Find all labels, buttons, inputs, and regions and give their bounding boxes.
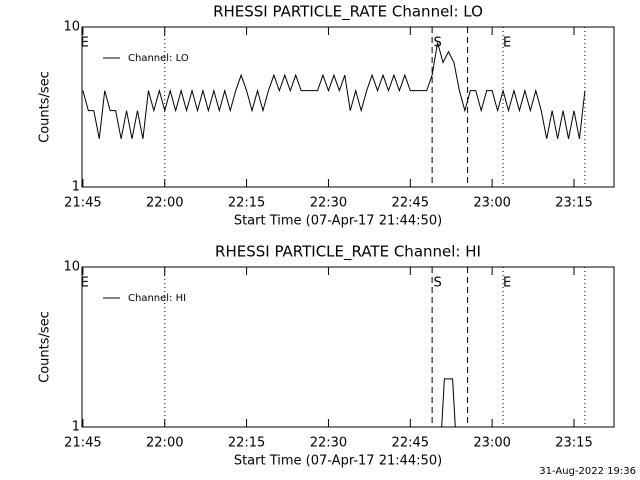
chart-title: RHESSI PARTICLE_RATE Channel: HI bbox=[215, 243, 481, 262]
x-tick-label: 22:45 bbox=[392, 436, 429, 451]
chart-title: RHESSI PARTICLE_RATE Channel: LO bbox=[213, 3, 483, 22]
event-flag: S bbox=[433, 276, 441, 291]
y-axis-label: Counts/sec bbox=[38, 71, 53, 143]
plot-frame bbox=[81, 266, 615, 428]
x-tick-label: 22:00 bbox=[146, 436, 183, 451]
event-flag: E bbox=[81, 36, 89, 51]
x-tick-label: 21:45 bbox=[64, 436, 101, 451]
x-tick-label: 23:00 bbox=[473, 436, 510, 451]
event-flag: E bbox=[81, 276, 89, 291]
y-tick-label: 1 bbox=[72, 180, 80, 195]
data-line bbox=[441, 378, 456, 428]
y-tick-label: 10 bbox=[63, 260, 80, 275]
x-axis-label: Start Time (07-Apr-17 21:44:50) bbox=[234, 214, 442, 229]
x-tick-label: 22:00 bbox=[146, 196, 183, 211]
legend-label: Channel: LO bbox=[128, 53, 189, 64]
x-tick-label: 22:15 bbox=[228, 196, 265, 211]
plot-frame bbox=[81, 26, 615, 188]
x-tick-label: 22:30 bbox=[310, 436, 347, 451]
x-tick-label: 22:45 bbox=[392, 196, 429, 211]
legend-label: Channel: HI bbox=[128, 293, 186, 304]
y-tick-label: 10 bbox=[63, 20, 80, 35]
x-tick-label: 23:00 bbox=[473, 196, 510, 211]
data-line bbox=[82, 42, 586, 139]
x-axis-label: Start Time (07-Apr-17 21:44:50) bbox=[234, 454, 442, 469]
event-flag: E bbox=[503, 36, 511, 51]
y-axis-label: Counts/sec bbox=[38, 311, 53, 383]
x-tick-label: 21:45 bbox=[64, 196, 101, 211]
x-tick-label: 23:15 bbox=[555, 436, 592, 451]
footer: 31-Aug-2022 19:36 bbox=[539, 466, 636, 477]
y-tick-label: 1 bbox=[72, 420, 80, 435]
event-flag: E bbox=[503, 276, 511, 291]
x-tick-label: 22:15 bbox=[228, 436, 265, 451]
x-tick-label: 22:30 bbox=[310, 196, 347, 211]
x-tick-label: 23:15 bbox=[555, 196, 592, 211]
